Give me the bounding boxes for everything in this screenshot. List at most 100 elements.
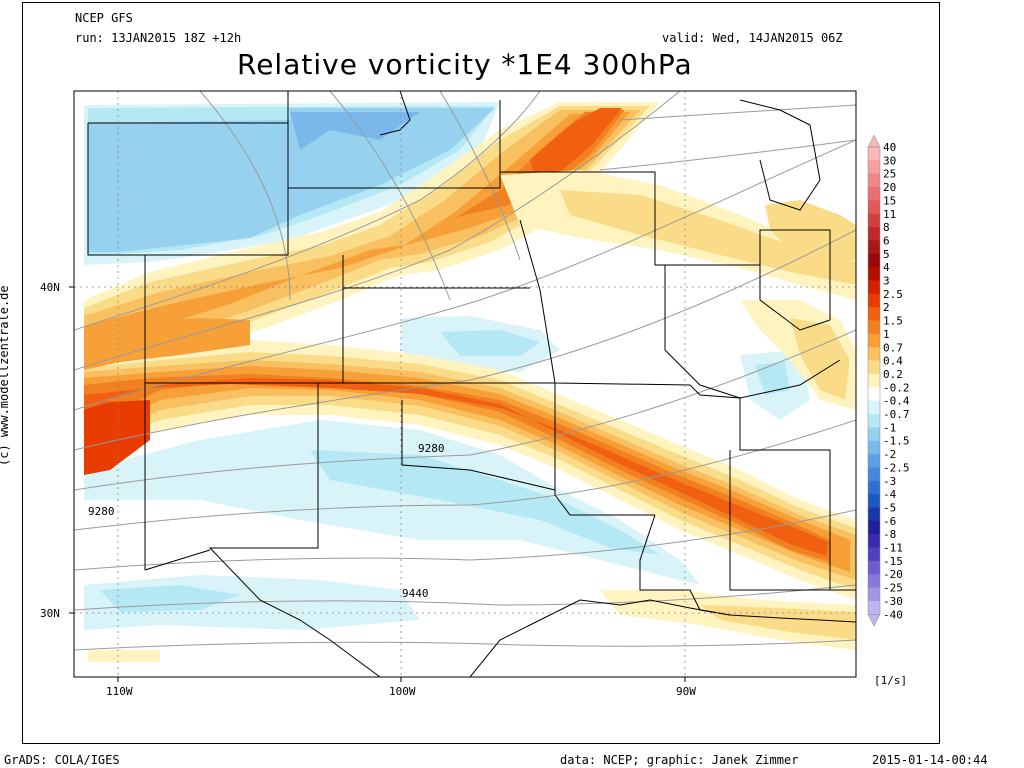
footer-timestamp: 2015-01-14-00:44 (872, 753, 988, 767)
pos-band-west-orange (84, 318, 250, 370)
contour-line (199, 91, 291, 301)
contour-line (619, 104, 856, 121)
colorbar-swatch (868, 160, 880, 174)
colorbar-label: 30 (883, 154, 896, 167)
colorbar-label: 25 (883, 168, 896, 181)
colorbar-swatch (868, 560, 880, 575)
footer-source: data: NCEP; graphic: Janek Zimmer (560, 753, 799, 767)
pos-band-gulf-core (700, 605, 856, 640)
valid-time: valid: Wed, 14JAN2015 06Z (662, 31, 843, 45)
colorbar-swatch (868, 293, 880, 308)
border-line (379, 91, 411, 136)
axis-ticks (69, 286, 686, 682)
colorbar-label: -1 (883, 421, 896, 434)
colorbar-swatch (868, 427, 880, 441)
run-info: run: 13JAN2015 18Z +12h (75, 31, 242, 45)
border-line (401, 400, 556, 491)
colorbar-label: 2.5 (883, 288, 903, 301)
colorbar-unit: [1/s] (874, 674, 907, 687)
contour-label: 9280 (418, 442, 445, 455)
lat-label-40n: 40N (40, 281, 60, 294)
border-line (469, 599, 856, 677)
colorbar-swatch (868, 200, 880, 215)
border-line (739, 99, 821, 211)
contour-line (74, 584, 856, 611)
colorbar-bottom-arrow (867, 614, 881, 627)
colorbar-label: -0.4 (883, 395, 910, 408)
geopotential-contours (74, 91, 856, 651)
colorbar-swatch (868, 307, 880, 321)
colorbar-label: -25 (883, 582, 903, 595)
contour-line (439, 91, 521, 261)
colorbar-label: -2.5 (883, 461, 910, 474)
lon-label-110w: 110W (106, 685, 133, 698)
colorbar-swatch (868, 333, 880, 348)
border-line (664, 265, 841, 399)
contour-line (74, 91, 541, 331)
colorbar-label: 5 (883, 248, 890, 261)
pos-band-north-orange (84, 110, 640, 348)
colorbar-label: -0.2 (883, 381, 910, 394)
colorbar-label: 0.7 (883, 341, 903, 354)
colorbar-swatch (868, 574, 880, 588)
colorbar-swatch (868, 494, 880, 508)
colorbar-label: -30 (883, 595, 903, 608)
neg-region-nw-core (88, 108, 495, 252)
footer-software: GrADS: COLA/IGES (4, 753, 120, 767)
contour-line (74, 91, 681, 371)
border-line (318, 382, 655, 516)
lat-lon-grid (74, 91, 856, 677)
colorbar-label: 1.5 (883, 315, 903, 328)
colorbar-label: -5 (883, 501, 896, 514)
colorbar-swatch (868, 347, 880, 361)
border-line (288, 100, 501, 189)
border-line (519, 219, 831, 590)
colorbar-label: 4 (883, 261, 890, 274)
colorbar-label: 0.2 (883, 368, 903, 381)
colorbar-label: -1.5 (883, 435, 910, 448)
colorbar-label: -0.7 (883, 408, 910, 421)
colorbar-swatch (868, 320, 880, 335)
colorbar-label: 3 (883, 275, 890, 288)
colorbar-label: -40 (883, 608, 903, 621)
colorbar-swatch (868, 373, 880, 388)
colorbar-label: 8 (883, 221, 890, 234)
colorbar-label: 2 (883, 301, 890, 314)
border-line (759, 230, 831, 331)
contour-line (74, 329, 856, 491)
colorbar-top-arrow (867, 134, 881, 148)
colorbar-swatch (868, 587, 880, 602)
colorbar-swatch (868, 173, 880, 188)
colorbar-label: -4 (883, 488, 897, 501)
neg-region-gulf-core (100, 585, 240, 612)
colorbar-label: -20 (883, 568, 903, 581)
contour-line (74, 419, 856, 531)
pos-band-west-tx (88, 650, 160, 662)
model-name: NCEP GFS (75, 11, 133, 25)
colorbar-label: 11 (883, 208, 896, 221)
colorbar-swatch (868, 454, 880, 468)
lon-label-100w: 100W (389, 685, 416, 698)
colorbar-swatch (868, 187, 880, 201)
colorbar-swatch (868, 600, 880, 615)
colorbar-swatch (868, 253, 880, 268)
colorbar: 403025201511865432.521.510.70.40.2-0.2-0… (867, 134, 910, 627)
colorbar-label: -11 (883, 542, 903, 555)
colorbar-swatch (868, 213, 880, 228)
border-line (144, 91, 289, 570)
colorbar-label: -15 (883, 555, 903, 568)
pos-band-north-max (530, 108, 622, 178)
figure-frame (22, 2, 940, 744)
contour-line (74, 509, 856, 571)
contour-line (599, 139, 856, 171)
colorbar-outline (867, 146, 881, 615)
colorbar-swatch (868, 467, 880, 482)
colorbar-swatch (868, 147, 880, 161)
colorbar-swatch (868, 534, 880, 548)
contour-label: 9440 (402, 587, 429, 600)
positive-vorticity-shading (84, 102, 856, 662)
colorbar-swatch (868, 520, 880, 535)
pos-band-ky-core (790, 318, 850, 400)
colorbar-swatch (868, 547, 880, 562)
colorbar-swatch (868, 440, 880, 455)
